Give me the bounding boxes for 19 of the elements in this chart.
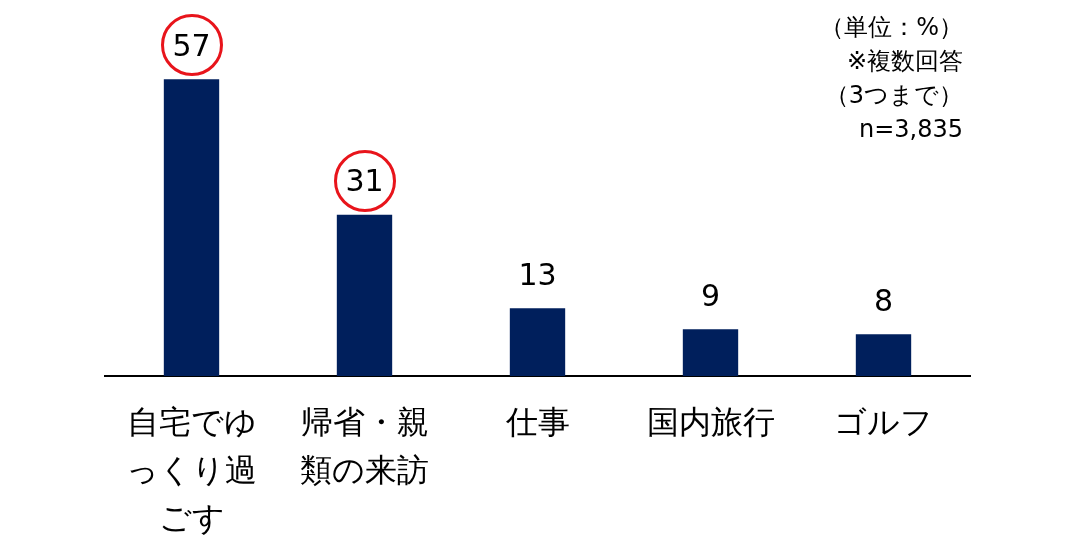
data-label: 57	[172, 28, 211, 64]
x-tick-label: 自宅でゆっくり過ごす	[125, 402, 258, 539]
x-tick-label: 帰省・親類の来訪	[299, 402, 430, 491]
bar	[336, 214, 393, 376]
x-tick-label: 国内旅行	[645, 402, 776, 443]
bar	[163, 79, 220, 376]
annotation: （3つまで）	[823, 80, 963, 111]
data-label: 8	[873, 283, 894, 319]
x-tick-label: 仕事	[504, 402, 571, 443]
text: （単位：%）	[820, 12, 963, 43]
data-label: 9	[700, 277, 721, 313]
text: ※複数回答	[845, 46, 963, 77]
x-tick-label: ゴルフ	[833, 402, 934, 443]
data-label: 31	[345, 163, 384, 199]
annotation: n=3,835	[857, 114, 963, 145]
bar	[509, 308, 566, 376]
data-label: 13	[518, 257, 557, 293]
bar	[682, 329, 739, 376]
bar	[855, 334, 912, 376]
